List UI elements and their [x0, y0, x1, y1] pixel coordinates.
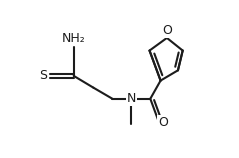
- Text: NH₂: NH₂: [62, 32, 86, 45]
- Text: O: O: [158, 116, 168, 129]
- Text: S: S: [39, 69, 47, 82]
- Text: O: O: [162, 24, 172, 37]
- Text: N: N: [127, 92, 136, 105]
